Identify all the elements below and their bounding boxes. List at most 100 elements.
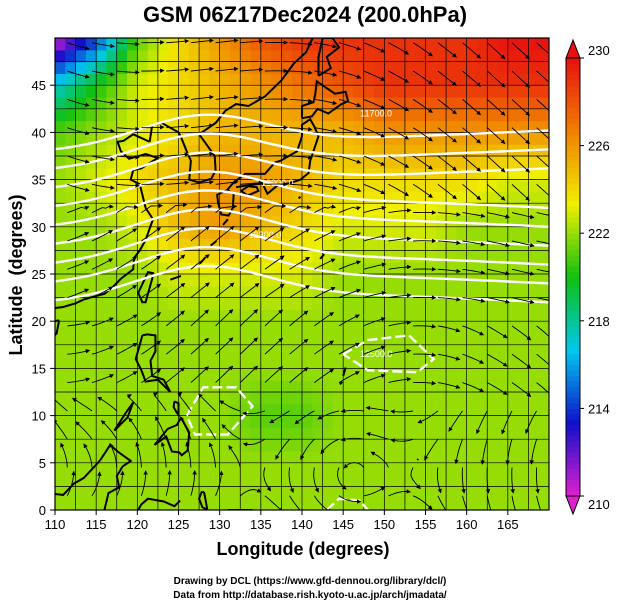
heat-cell xyxy=(127,109,138,121)
heat-cell xyxy=(55,368,66,380)
heat-cell xyxy=(333,345,344,357)
colorbar-segment xyxy=(566,359,580,365)
heat-cell xyxy=(230,392,241,404)
heat-cell xyxy=(96,416,107,428)
heat-cell xyxy=(251,463,262,475)
colorbar-segment xyxy=(566,408,580,414)
colorbar-segment xyxy=(566,447,580,453)
heat-cell xyxy=(292,191,303,203)
footer-credit-data: Data from http://database.rish.kyoto-u.a… xyxy=(173,590,447,601)
heat-cell xyxy=(240,239,251,251)
heat-cell xyxy=(251,286,262,298)
colorbar-tick-label: 214 xyxy=(588,401,610,416)
heat-cell xyxy=(518,486,529,498)
heat-cell xyxy=(528,109,539,121)
coastline xyxy=(417,459,418,460)
heat-cell xyxy=(343,298,354,310)
heat-cell xyxy=(230,321,241,333)
heat-cell xyxy=(199,62,210,74)
heat-cell xyxy=(446,309,457,321)
heat-cell xyxy=(137,50,148,62)
heat-cell xyxy=(199,168,210,180)
heat-cell xyxy=(446,109,457,121)
heat-cell xyxy=(261,475,272,487)
x-tick-label: 165 xyxy=(497,517,519,532)
heat-cell xyxy=(106,463,117,475)
heat-cell xyxy=(477,321,488,333)
heat-cell xyxy=(199,463,210,475)
heat-cell xyxy=(539,392,550,404)
heat-cell xyxy=(405,416,416,428)
heat-cell xyxy=(456,191,467,203)
heat-cell xyxy=(117,85,128,97)
heat-cell xyxy=(209,73,220,85)
heat-cell xyxy=(220,73,231,85)
heat-cell xyxy=(148,357,159,369)
colorbar-segment xyxy=(566,474,580,480)
heat-cell xyxy=(518,191,529,203)
heat-cell xyxy=(528,475,539,487)
heat-cell xyxy=(148,404,159,416)
heat-cell xyxy=(281,38,292,50)
heat-cell xyxy=(539,486,550,498)
heat-cell xyxy=(302,380,313,392)
colorbar-segment xyxy=(566,381,580,387)
colorbar-segment xyxy=(566,151,580,157)
heat-cell xyxy=(106,416,117,428)
heat-cell xyxy=(374,38,385,50)
heat-cell xyxy=(137,62,148,74)
heat-cell xyxy=(65,475,76,487)
heat-cell xyxy=(426,203,437,215)
heat-cell xyxy=(230,50,241,62)
heat-cell xyxy=(292,215,303,227)
footer-credit-drawing: Drawing by DCL (https://www.gfd-dennou.o… xyxy=(174,576,447,587)
heat-cell xyxy=(384,203,395,215)
heat-cell xyxy=(261,109,272,121)
y-tick-label: 15 xyxy=(32,361,46,376)
heat-cell xyxy=(436,451,447,463)
heat-cell xyxy=(364,309,375,321)
heat-cell xyxy=(179,368,190,380)
colorbar-segment xyxy=(566,348,580,354)
heat-cell xyxy=(179,50,190,62)
heat-cell xyxy=(117,333,128,345)
heat-cell xyxy=(487,144,498,156)
heat-cell xyxy=(251,439,262,451)
heat-cell xyxy=(456,156,467,168)
heat-cell xyxy=(364,85,375,97)
heat-cell xyxy=(405,227,416,239)
heat-cell xyxy=(323,73,334,85)
heat-cell xyxy=(415,274,426,286)
heat-cell xyxy=(179,475,190,487)
heat-cell xyxy=(65,121,76,133)
heat-cell xyxy=(456,368,467,380)
colorbar-segment xyxy=(566,397,580,403)
heat-cell xyxy=(384,416,395,428)
heat-cell xyxy=(271,416,282,428)
heat-cell xyxy=(76,392,87,404)
heat-cell xyxy=(251,298,262,310)
heat-cell xyxy=(374,156,385,168)
heat-cell xyxy=(405,121,416,133)
heat-cell xyxy=(426,309,437,321)
heat-cell xyxy=(281,392,292,404)
heat-cell xyxy=(405,451,416,463)
heat-cell xyxy=(240,368,251,380)
colorbar-segment xyxy=(566,173,580,179)
colorbar-segment xyxy=(566,414,580,420)
heat-cell xyxy=(96,357,107,369)
heat-cell xyxy=(343,451,354,463)
heat-cell xyxy=(333,486,344,498)
heat-cell xyxy=(374,180,385,192)
heat-cell xyxy=(528,191,539,203)
heat-cell xyxy=(467,50,478,62)
heat-cell xyxy=(96,239,107,251)
heat-cell xyxy=(168,298,179,310)
colorbar-segment xyxy=(566,266,580,272)
heat-cell xyxy=(302,345,313,357)
heat-cell xyxy=(508,250,519,262)
heat-cell xyxy=(426,333,437,345)
heat-cell xyxy=(209,475,220,487)
heat-cell xyxy=(271,321,282,333)
heat-cell xyxy=(65,309,76,321)
